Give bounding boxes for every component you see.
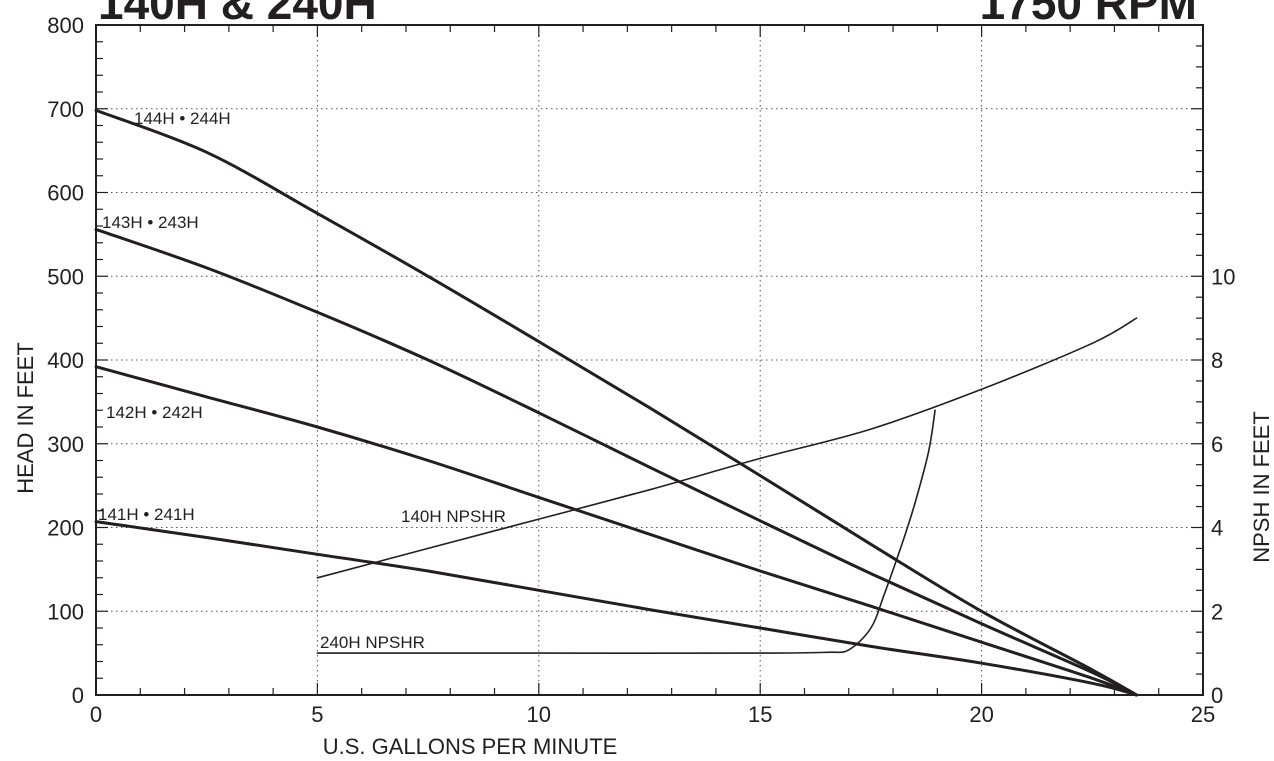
series-line-141h-241h	[94, 520, 1139, 697]
y-tick-label: 500	[47, 264, 84, 289]
series-label-142h-242h: 142H • 242H	[106, 403, 203, 422]
series-line-144h-244h	[94, 108, 1139, 697]
labels: 0 5 10 15 20 25010020030040050060070080002468…	[47, 13, 1235, 727]
series-line-143h-243h	[94, 227, 1139, 697]
x-tick-label: 5	[311, 702, 323, 727]
series-line-240h-npshr	[316, 409, 936, 654]
axis-ticks	[95, 24, 1204, 696]
x-tick-label: 10	[527, 702, 551, 727]
y-tick-label: 100	[47, 599, 84, 624]
curves	[94, 108, 1139, 697]
x-tick-label: 15	[748, 702, 772, 727]
y2-tick-label: 2	[1211, 599, 1223, 624]
chart-title-mark: **	[377, 0, 390, 1]
x-tick-label: 0	[90, 702, 102, 727]
series-label-240h-npshr: 240H NPSHR	[320, 633, 425, 652]
series-label-143h-243h: 143H • 243H	[102, 213, 199, 232]
series-label-140h-npshr: 140H NPSHR	[401, 507, 506, 526]
y2-tick-label: 6	[1211, 432, 1223, 457]
grid	[96, 25, 1203, 695]
x-tick-label: 20	[969, 702, 993, 727]
y-tick-label: 400	[47, 348, 84, 373]
y2-axis-label: NPSH IN FEET	[1249, 411, 1274, 563]
y-axis-label: HEAD IN FEET	[13, 342, 38, 494]
y-tick-label: 300	[47, 432, 84, 457]
y2-tick-label: 8	[1211, 348, 1223, 373]
chart-title-text: 140H & 240H	[98, 0, 377, 29]
y2-tick-label: 0	[1211, 683, 1223, 708]
chart-subtitle: 1750 RPM	[980, 0, 1197, 29]
series-label-144h-244h: 144H • 244H	[134, 109, 231, 128]
y-tick-label: 700	[47, 97, 84, 122]
y-tick-label: 800	[47, 13, 84, 38]
x-tick-label: 25	[1191, 702, 1215, 727]
y-tick-label: 200	[47, 516, 84, 541]
series-label-141h-241h: 141H • 241H	[98, 505, 195, 524]
series-line-140h-npshr	[316, 317, 1138, 579]
y2-tick-label: 10	[1211, 264, 1235, 289]
y2-tick-label: 4	[1211, 516, 1223, 541]
chart-title: 140H & 240H**	[98, 0, 390, 29]
y-tick-label: 0	[72, 683, 84, 708]
y-tick-label: 600	[47, 181, 84, 206]
x-axis-label: U.S. GALLONS PER MINUTE	[323, 734, 618, 759]
series-line-142h-242h	[94, 365, 1139, 697]
